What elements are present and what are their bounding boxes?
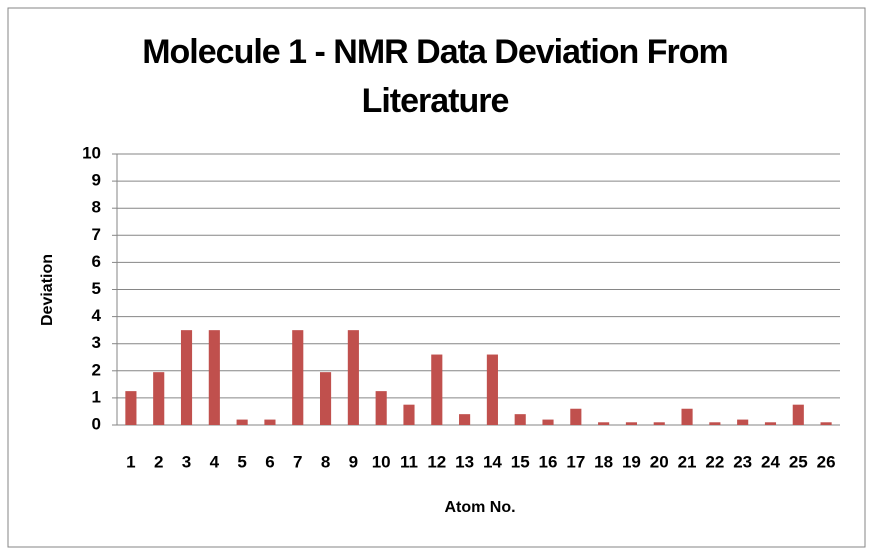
x-tick-label: 20 bbox=[650, 452, 669, 471]
y-tick-label: 10 bbox=[82, 143, 101, 162]
x-tick-label: 18 bbox=[594, 452, 613, 471]
y-tick-label: 5 bbox=[92, 279, 101, 298]
x-tick-label: 25 bbox=[789, 452, 808, 471]
x-tick-label: 16 bbox=[539, 452, 558, 471]
x-tick-label: 12 bbox=[427, 452, 446, 471]
bar bbox=[347, 330, 359, 425]
x-tick-label: 11 bbox=[400, 452, 418, 471]
x-tick-label: 2 bbox=[154, 452, 163, 471]
chart-border bbox=[7, 7, 866, 548]
y-tick-label: 8 bbox=[92, 198, 101, 217]
y-tick-label: 6 bbox=[92, 252, 101, 271]
bar bbox=[153, 372, 165, 425]
bar bbox=[236, 419, 248, 425]
x-tick-label: 10 bbox=[372, 452, 391, 471]
y-tick-label: 1 bbox=[92, 387, 101, 406]
bar bbox=[764, 422, 777, 425]
chart-title: Molecule 1 - NMR Data Deviation From Lit… bbox=[142, 33, 729, 120]
x-tick-label: 24 bbox=[761, 452, 780, 471]
x-tick-label: 4 bbox=[210, 452, 220, 471]
bar bbox=[653, 422, 665, 425]
bar bbox=[486, 354, 498, 425]
bar bbox=[319, 372, 332, 425]
bar bbox=[375, 391, 387, 425]
x-tick-label: 26 bbox=[817, 452, 836, 471]
x-axis-label: Atom No. bbox=[444, 499, 515, 516]
bar bbox=[208, 330, 220, 425]
x-tick-label: 17 bbox=[566, 452, 585, 471]
bar bbox=[709, 422, 721, 425]
bar bbox=[681, 408, 693, 425]
bar bbox=[403, 404, 415, 425]
y-tick-label: 4 bbox=[92, 306, 102, 325]
bar bbox=[737, 419, 749, 425]
y-tick-label: 2 bbox=[92, 360, 101, 379]
x-tick-label: 21 bbox=[678, 452, 697, 471]
x-tick-label: 19 bbox=[622, 452, 641, 471]
x-tick-label: 3 bbox=[182, 452, 191, 471]
bar bbox=[431, 354, 443, 425]
x-tick-label: 9 bbox=[349, 452, 358, 471]
bar bbox=[180, 330, 193, 425]
x-tick-label: 5 bbox=[237, 452, 246, 471]
x-tick-label: 8 bbox=[321, 452, 330, 471]
x-tick-label: 14 bbox=[483, 452, 502, 471]
x-tick-label: 23 bbox=[733, 452, 752, 471]
bar bbox=[264, 419, 276, 425]
bar bbox=[598, 422, 610, 425]
x-tick-label: 6 bbox=[265, 452, 274, 471]
bar bbox=[459, 414, 471, 425]
y-tick-label: 3 bbox=[92, 333, 101, 352]
y-tick-label: 0 bbox=[92, 414, 101, 433]
y-tick-label: 9 bbox=[92, 171, 101, 190]
x-tick-label: 1 bbox=[126, 452, 135, 471]
x-tick-label: 22 bbox=[705, 452, 724, 471]
bar bbox=[820, 422, 832, 425]
bar bbox=[625, 422, 638, 425]
y-axis-label: Deviation bbox=[39, 254, 56, 326]
x-tick-label: 13 bbox=[455, 452, 474, 471]
x-tick-label: 15 bbox=[511, 452, 530, 471]
bar bbox=[792, 404, 804, 425]
bar bbox=[292, 330, 304, 425]
x-tick-label: 7 bbox=[293, 452, 302, 471]
bar bbox=[514, 414, 526, 425]
y-tick-label: 7 bbox=[92, 225, 101, 244]
bar bbox=[125, 391, 137, 425]
bar bbox=[570, 408, 582, 425]
bar bbox=[542, 419, 554, 425]
